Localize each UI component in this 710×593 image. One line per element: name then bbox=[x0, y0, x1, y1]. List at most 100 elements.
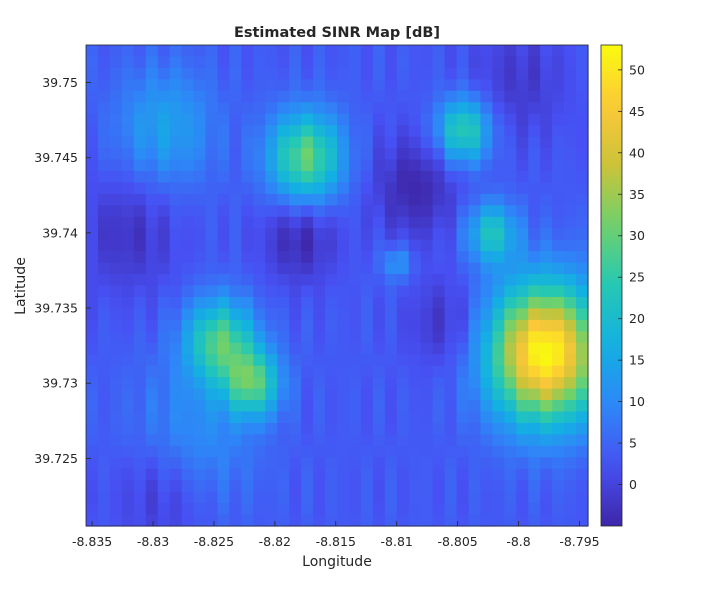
heatmap-cell bbox=[241, 193, 254, 206]
heatmap-cell bbox=[157, 67, 171, 80]
heatmap-cell bbox=[289, 491, 302, 504]
heatmap-cell bbox=[157, 45, 171, 58]
heatmap-cell bbox=[289, 342, 302, 355]
heatmap-cell bbox=[265, 308, 278, 321]
heatmap-cell bbox=[157, 262, 171, 275]
heatmap-cell bbox=[337, 342, 350, 355]
heatmap-cell bbox=[348, 102, 362, 115]
heatmap-cell bbox=[217, 468, 231, 481]
heatmap-cell bbox=[576, 354, 589, 367]
heatmap-cell bbox=[265, 262, 278, 275]
heatmap-cell bbox=[313, 193, 326, 206]
heatmap-cell bbox=[86, 491, 99, 504]
heatmap-cell bbox=[325, 205, 338, 218]
heatmap-cell bbox=[432, 79, 446, 92]
heatmap-cell bbox=[277, 342, 290, 355]
heatmap-cell bbox=[157, 216, 171, 229]
heatmap-cell bbox=[181, 377, 195, 390]
heatmap-cell bbox=[325, 170, 338, 184]
heatmap-cell bbox=[576, 205, 589, 218]
heatmap-cell bbox=[480, 274, 493, 287]
heatmap-cell bbox=[265, 445, 278, 458]
heatmap-cell bbox=[157, 319, 171, 332]
heatmap-cell bbox=[217, 159, 231, 172]
heatmap-cell bbox=[181, 296, 195, 309]
heatmap-cell bbox=[337, 113, 350, 126]
heatmap-cell bbox=[432, 251, 446, 264]
heatmap-cell bbox=[444, 90, 458, 103]
heatmap-cell bbox=[504, 308, 517, 321]
heatmap-cell bbox=[528, 354, 541, 367]
heatmap-cell bbox=[205, 125, 219, 138]
heatmap-cell bbox=[181, 331, 195, 344]
heatmap-cell bbox=[229, 56, 242, 69]
heatmap-cell bbox=[372, 228, 386, 241]
heatmap-cell bbox=[480, 251, 493, 264]
heatmap-cell bbox=[229, 79, 242, 92]
heatmap-cell bbox=[408, 331, 422, 344]
heatmap-cell bbox=[86, 113, 99, 126]
heatmap-cell bbox=[492, 377, 505, 390]
heatmap-cell bbox=[552, 331, 565, 344]
heatmap-cell bbox=[528, 503, 541, 516]
heatmap-cell bbox=[552, 480, 565, 493]
heatmap-cell bbox=[360, 285, 374, 298]
heatmap-cell bbox=[169, 480, 183, 493]
heatmap-cell bbox=[337, 159, 350, 172]
heatmap-cell bbox=[277, 193, 290, 206]
heatmap-cell bbox=[265, 148, 278, 161]
heatmap-cell bbox=[444, 45, 458, 58]
heatmap-cell bbox=[372, 159, 386, 172]
heatmap-cell bbox=[97, 79, 111, 92]
heatmap-cell bbox=[265, 90, 278, 103]
x-tick-label: -8.795 bbox=[559, 534, 599, 549]
heatmap-cell bbox=[313, 308, 326, 321]
heatmap-cell bbox=[181, 239, 195, 252]
heatmap-cell bbox=[157, 102, 171, 115]
heatmap-cell bbox=[313, 445, 326, 458]
heatmap-cell bbox=[289, 79, 302, 92]
heatmap-cell bbox=[253, 308, 266, 321]
heatmap-cell bbox=[217, 445, 231, 458]
heatmap-cell bbox=[456, 182, 470, 195]
heatmap-cell bbox=[492, 388, 505, 401]
heatmap-cell bbox=[157, 79, 171, 92]
heatmap-cell bbox=[289, 251, 302, 264]
heatmap-cell bbox=[217, 67, 231, 80]
heatmap-cell bbox=[229, 388, 242, 401]
heatmap-cell bbox=[181, 491, 195, 504]
heatmap-cell bbox=[420, 491, 434, 504]
heatmap-cell bbox=[133, 90, 147, 103]
heatmap-cell bbox=[408, 251, 422, 264]
heatmap-cell bbox=[301, 422, 314, 435]
heatmap-cell bbox=[133, 67, 147, 80]
heatmap-cell bbox=[241, 170, 254, 184]
heatmap-cell bbox=[576, 170, 589, 184]
heatmap-cell bbox=[301, 90, 314, 103]
heatmap-cell bbox=[420, 274, 434, 287]
heatmap-cell bbox=[432, 113, 446, 126]
heatmap-cell bbox=[265, 319, 278, 332]
heatmap-cell bbox=[432, 388, 446, 401]
heatmap-cell bbox=[157, 56, 171, 69]
heatmap-cell bbox=[133, 262, 147, 275]
heatmap-cell bbox=[193, 388, 207, 401]
heatmap-cell bbox=[265, 193, 278, 206]
heatmap-cell bbox=[516, 308, 529, 321]
heatmap-cell bbox=[86, 125, 99, 138]
heatmap-cell bbox=[444, 445, 458, 458]
x-axis: -8.835 -8.83 -8.825 -8.82 -8.815 -8.81 -8.805-… bbox=[72, 521, 600, 549]
heatmap-cell bbox=[516, 182, 529, 195]
heatmap-cell bbox=[265, 113, 278, 126]
heatmap-cell bbox=[289, 503, 302, 516]
heatmap-cell bbox=[133, 377, 147, 390]
heatmap-cell bbox=[169, 193, 183, 206]
heatmap-cell bbox=[277, 377, 290, 390]
heatmap-cell bbox=[289, 113, 302, 126]
heatmap-cell bbox=[432, 468, 446, 481]
heatmap-cell bbox=[348, 491, 362, 504]
heatmap-cell bbox=[432, 182, 446, 195]
heatmap-cell bbox=[348, 308, 362, 321]
heatmap-cell bbox=[468, 262, 482, 275]
heatmap-cell bbox=[325, 102, 338, 115]
